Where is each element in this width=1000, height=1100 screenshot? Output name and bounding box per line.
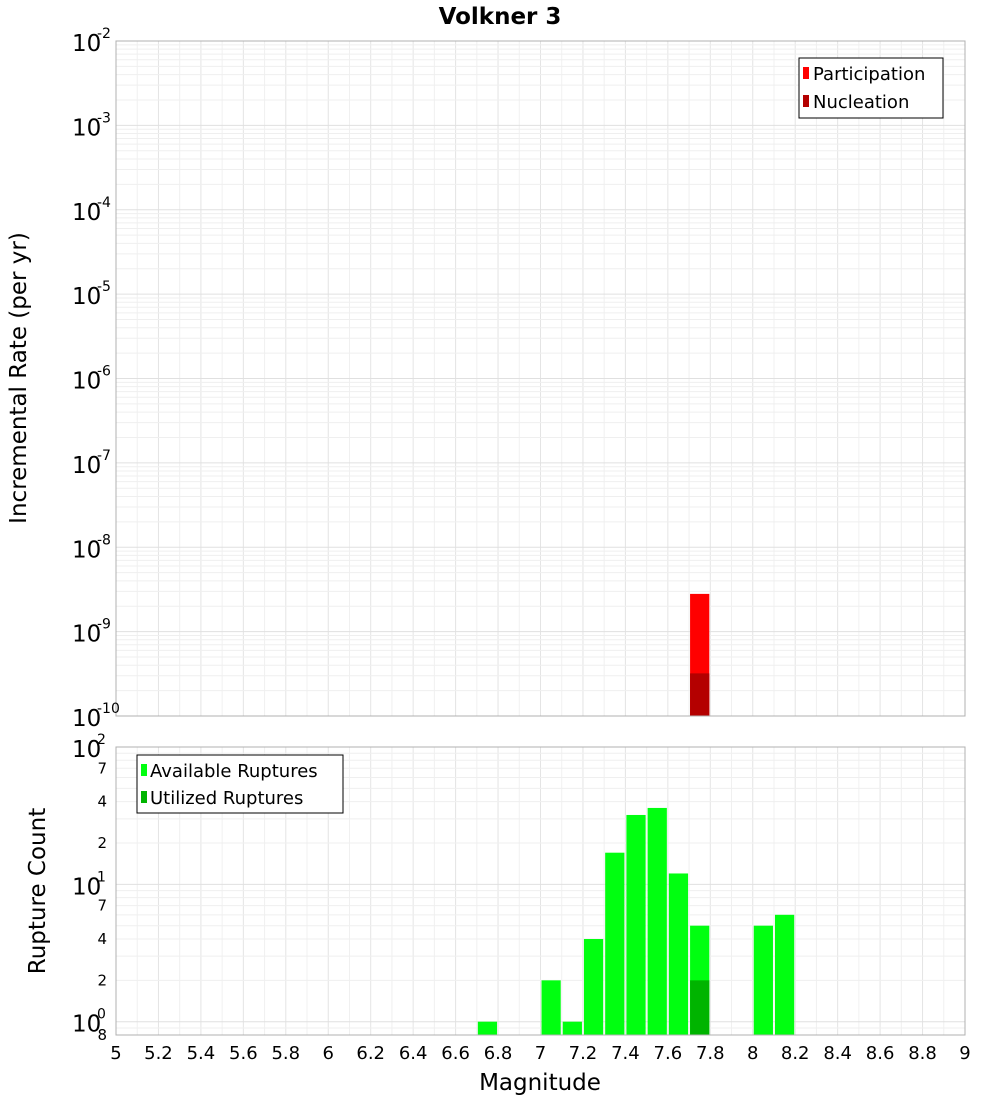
bottom-plot-border: [115, 746, 966, 1036]
bottom-y-tick-exponent: 0: [97, 1007, 106, 1023]
nucleation-bar: [690, 673, 710, 716]
top-y-tick-exponent: -5: [97, 279, 111, 295]
x-tick-label: 7.2: [569, 1043, 598, 1064]
bottom-bars: [477, 807, 795, 1035]
x-tick-label: 8.2: [781, 1043, 810, 1064]
bottom-y-minor-tick-label: 4: [97, 793, 107, 811]
top-plot-border: [115, 40, 966, 717]
available-ruptures-legend-label: Available Ruptures: [150, 761, 318, 782]
bottom-legend: Available Ruptures Utilized Ruptures: [136, 754, 344, 814]
x-tick-label: 7.4: [611, 1043, 640, 1064]
x-tick-label: 7.6: [654, 1043, 683, 1064]
bottom-y-minor-tick-label: 4: [97, 930, 107, 948]
participation-legend-label: Participation: [813, 64, 925, 85]
top-y-tick-label: 10: [72, 537, 101, 563]
bottom-y-minor-tick-label: 7: [97, 759, 107, 777]
top-y-axis-label: Incremental Rate (per yr): [6, 232, 32, 524]
available-ruptures-legend-swatch: [141, 764, 147, 776]
available-ruptures-bar: [477, 1021, 498, 1035]
top-y-tick-label: 10: [72, 200, 101, 226]
available-ruptures-bar: [626, 814, 646, 1035]
top-y-tick-exponent: -2: [97, 26, 111, 42]
utilized-ruptures-legend-label: Utilized Ruptures: [150, 788, 303, 809]
bottom-y-axis-label: Rupture Count: [25, 808, 51, 974]
top-y-tick-exponent: -8: [97, 532, 111, 548]
x-tick-label: 6.8: [484, 1043, 513, 1064]
nucleation-legend-swatch: [803, 95, 809, 107]
bottom-y-minor-tick-label: 2: [97, 971, 107, 989]
top-bars: [690, 593, 710, 716]
x-tick-label: 6.4: [399, 1043, 428, 1064]
top-y-tick-label: 10: [72, 706, 101, 732]
x-tick-label: 8.8: [908, 1043, 937, 1064]
top-y-tick-label: 10: [72, 31, 101, 57]
available-ruptures-bar: [605, 852, 625, 1035]
x-tick-label: 5.4: [187, 1043, 216, 1064]
top-y-tick-label: 10: [72, 369, 101, 395]
bottom-y-tick-exponent: 1: [97, 869, 106, 885]
available-ruptures-bar: [753, 925, 773, 1035]
bottom-y-minor-tick-label: 2: [97, 834, 107, 852]
bottom-y-tick-label: 10: [72, 874, 101, 900]
available-ruptures-bar: [541, 980, 561, 1035]
top-y-tick-exponent: -9: [97, 617, 111, 633]
nucleation-legend-label: Nucleation: [813, 92, 909, 113]
x-tick-label: 5.8: [271, 1043, 300, 1064]
x-axis-label: Magnitude: [479, 1070, 601, 1096]
available-ruptures-bar: [668, 873, 689, 1035]
top-y-tick-label: 10: [72, 453, 101, 479]
top-y-tick-exponent: -7: [97, 448, 111, 464]
top-legend-box: [798, 57, 944, 119]
bottom-x-ticks: 5 5.2 5.4 5.6 5.8 6 6.2 6.4 6.6 6.8 7 7.2 7.4 7.6 7.8 8…: [110, 1043, 970, 1064]
x-tick-label: 9: [959, 1043, 970, 1064]
bottom-legend-box: [136, 754, 344, 814]
top-y-tick-label: 10: [72, 622, 101, 648]
chart-title: Volkner 3: [439, 4, 562, 30]
top-y-tick-exponent: -10: [97, 701, 120, 717]
x-tick-label: 5.6: [229, 1043, 258, 1064]
top-y-tick-label: 10: [72, 115, 101, 141]
top-y-tick-exponent: -3: [97, 110, 111, 126]
available-ruptures-bar: [583, 939, 604, 1035]
x-tick-label: 8.4: [823, 1043, 852, 1064]
top-y-tick-exponent: -4: [97, 195, 111, 211]
participation-legend-swatch: [803, 67, 809, 79]
top-y-tick-label: 10: [72, 284, 101, 310]
x-tick-label: 8: [747, 1043, 758, 1064]
x-tick-label: 6: [323, 1043, 334, 1064]
x-tick-label: 6.6: [441, 1043, 470, 1064]
available-ruptures-bar: [647, 807, 667, 1035]
x-tick-label: 7.8: [696, 1043, 725, 1064]
bottom-y-minor-tick-label: 8: [97, 1026, 107, 1044]
utilized-ruptures-legend-swatch: [141, 791, 147, 803]
x-tick-label: 5: [110, 1043, 121, 1064]
available-ruptures-bar: [774, 914, 795, 1035]
x-tick-label: 7: [535, 1043, 546, 1064]
x-tick-label: 6.2: [356, 1043, 385, 1064]
bottom-y-tick-label: 10: [72, 1012, 101, 1038]
available-ruptures-bar: [562, 1021, 582, 1035]
top-y-tick-exponent: -6: [97, 364, 111, 380]
x-tick-label: 8.6: [866, 1043, 895, 1064]
x-tick-label: 5.2: [144, 1043, 173, 1064]
bottom-y-minor-tick-label: 7: [97, 897, 107, 915]
bottom-y-tick-exponent: 2: [97, 732, 106, 748]
top-legend: Participation Nucleation: [798, 57, 944, 119]
bottom-y-tick-label: 10: [72, 737, 101, 763]
top-grid: [115, 41, 966, 717]
utilized-ruptures-bar: [690, 980, 710, 1035]
